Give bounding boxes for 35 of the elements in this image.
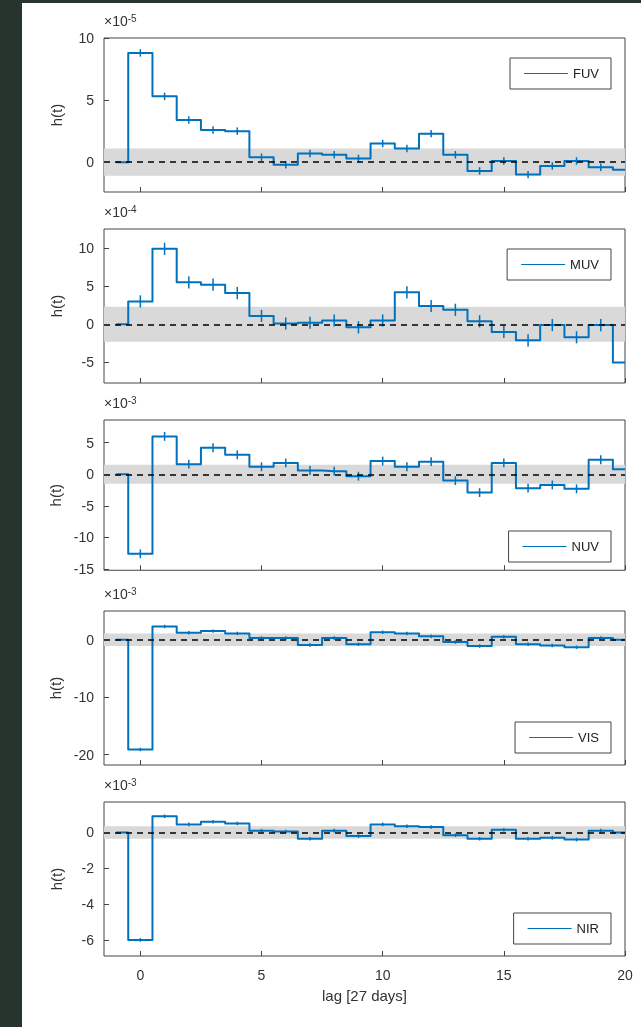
legend-label: FUV: [573, 66, 600, 81]
x-axis-title: lag [27 days]: [321, 987, 408, 1004]
legend-label: VIS: [578, 730, 600, 745]
y-tick-label: -4: [81, 896, 95, 913]
x-tick-label: 15: [496, 967, 512, 983]
x-tick-label: 5: [257, 967, 266, 983]
x-tick-label: 10: [374, 967, 391, 983]
y-tick-label: 5: [86, 92, 95, 109]
y-axis-title: h(t): [46, 676, 64, 700]
y-axis-title: h(t): [48, 103, 65, 127]
y-tick-label: -5: [81, 497, 95, 514]
y-tick-label: -6: [81, 931, 95, 948]
y-axis-title: h(t): [48, 867, 65, 891]
y-axis-title: h(t): [46, 483, 64, 507]
legend-label: NUV: [571, 539, 600, 554]
legend-label: MUV: [570, 257, 600, 272]
x-tick-label: 20: [617, 967, 633, 983]
y-tick-label: 0: [86, 466, 95, 483]
y-tick-label: -2: [81, 860, 95, 877]
y-tick-label: 10: [78, 30, 95, 46]
y-tick-label: 5: [86, 434, 95, 451]
y-axis-title: h(t): [48, 294, 65, 318]
y-tick-label: 0: [86, 154, 95, 171]
y-tick-label: -5: [81, 354, 95, 371]
y-tick-label: 0: [86, 824, 95, 841]
y-tick-label: -20: [73, 746, 95, 763]
legend-label: NIR: [576, 921, 599, 936]
y-tick-label: -10: [73, 529, 95, 546]
x-tick-label: 0: [136, 967, 145, 983]
y-tick-label: 5: [86, 278, 95, 295]
y-tick-label: 10: [78, 240, 95, 257]
y-tick-label: -10: [73, 689, 95, 706]
y-tick-label: 0: [86, 631, 95, 648]
y-tick-label: -15: [73, 561, 95, 577]
y-tick-label: 0: [86, 316, 95, 333]
